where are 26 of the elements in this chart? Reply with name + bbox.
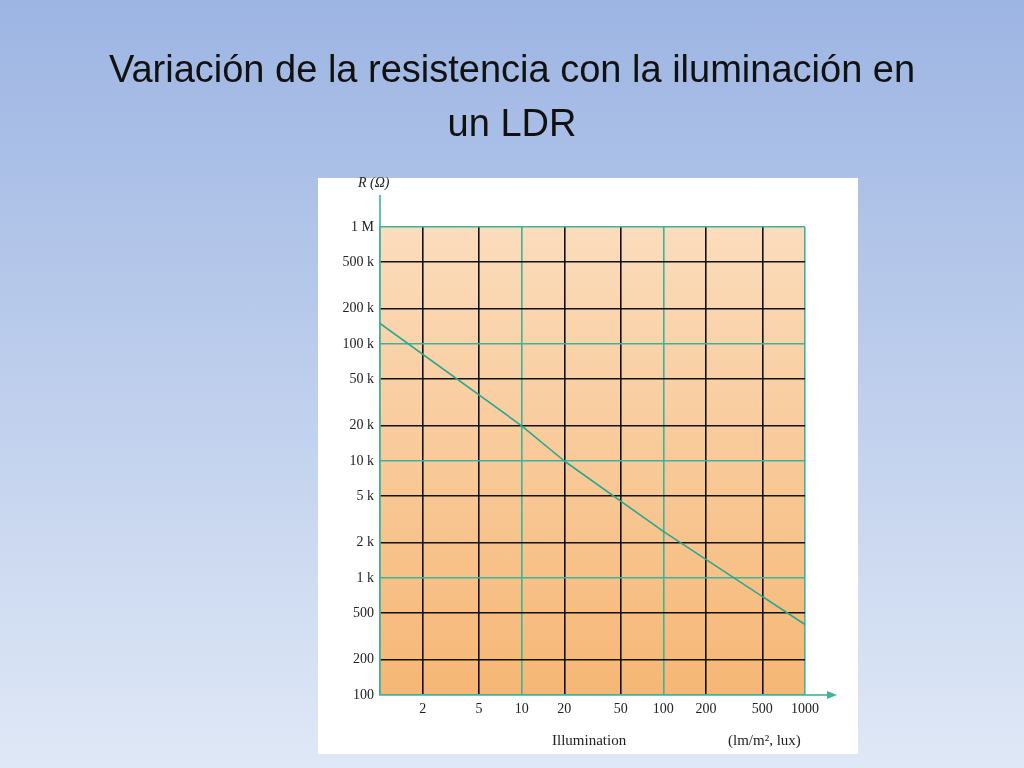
x-axis-title: Illumination [552, 732, 627, 749]
chart-title: Variación de la resistencia con la iluminación en un LDR [107, 47, 917, 146]
y-tick-label: 50 k [349, 370, 374, 386]
x-tick-label: 100 [652, 701, 674, 717]
y-tick-label: 2 k [356, 534, 374, 550]
y-tick-label: 10 k [349, 452, 374, 468]
y-tick-label: 1 M [351, 218, 375, 234]
x-tick-label: 20 [557, 701, 572, 717]
x-tick-label: 50 [613, 701, 628, 717]
y-tick-label: 200 [353, 651, 374, 667]
text: (lm/m², lux) [728, 732, 801, 749]
x-tick-label: 1000 [791, 701, 819, 717]
y-tick-label: 200 k [342, 300, 374, 316]
y-tick-label: 100 k [342, 335, 374, 351]
y-tick-label: 500 k [342, 253, 374, 269]
y-tick-label: 5 k [356, 487, 374, 503]
x-tick-label: 2 [419, 701, 427, 717]
y-tick-label: 100 [353, 686, 374, 702]
x-tick-label: 200 [695, 701, 717, 717]
x-tick-label: 5 [475, 701, 483, 717]
y-axis-title: R (Ω) [358, 175, 390, 191]
y-tick-label: 20 k [349, 417, 374, 433]
x-tick-label: 10 [514, 701, 529, 717]
y-tick-label: 500 [353, 604, 374, 620]
x-tick-label: 500 [751, 701, 773, 717]
y-tick-label: 1 k [356, 569, 374, 585]
